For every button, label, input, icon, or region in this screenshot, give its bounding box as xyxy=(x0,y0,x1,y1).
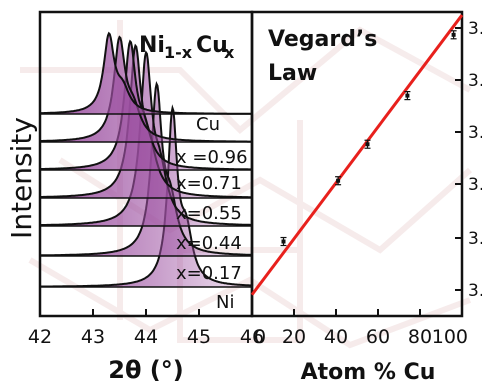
vegard-title-line-2: Law xyxy=(268,61,317,86)
vegard-data-point xyxy=(450,30,457,40)
xrd-y-axis-label: Intensity xyxy=(5,117,38,239)
xrd-x-tick-label: 42 xyxy=(28,326,52,348)
xrd-series-label: x =0.96 xyxy=(176,147,248,168)
xrd-x-tick-label: 46 xyxy=(240,326,264,348)
vegard-points xyxy=(280,30,457,247)
vegard-data-point xyxy=(364,139,371,149)
vegard-data-point xyxy=(280,236,287,247)
xrd-peak-line xyxy=(39,39,252,171)
xrd-series-label: x=0.44 xyxy=(176,233,242,254)
xrd-title-mid: Cu xyxy=(196,33,228,58)
watermark xyxy=(20,20,472,349)
xrd-chart: 42 43 44 45 46 Ni x=0.17 x=0.44 x=0.55 x=0.71 x =… xyxy=(5,10,264,384)
vegard-title-line-1: Vegard’s xyxy=(268,27,377,52)
xrd-series-label: x=0.55 xyxy=(176,203,242,224)
xrd-peak-line xyxy=(40,50,252,227)
vegard-x-tick-label: 100 xyxy=(432,326,468,348)
vegard-x-tick-label: 80 xyxy=(408,326,432,348)
xrd-series-label: x=0.71 xyxy=(176,173,242,194)
xrd-series-label: Cu xyxy=(196,114,220,135)
xrd-title-sub1: 1-x xyxy=(164,43,193,62)
vegard-y-ticks: 3. 3. 3. 3. 3. 3. xyxy=(455,19,482,301)
xrd-series-label: Ni xyxy=(216,292,234,313)
vegard-y-tick-label: 3. xyxy=(468,19,482,39)
vegard-y-tick-label: 3. xyxy=(468,175,482,195)
vegard-data-point xyxy=(404,90,411,101)
xrd-title-sub2: x xyxy=(224,43,235,62)
xrd-peak-fill xyxy=(40,41,252,171)
vegard-y-tick-label: 3. xyxy=(468,229,482,249)
vegard-data-point xyxy=(335,176,342,186)
vegard-x-tick-label: 60 xyxy=(366,326,390,348)
vegard-fit-layer xyxy=(250,14,464,296)
xrd-x-tick-label: 43 xyxy=(81,326,105,348)
xrd-series-label: x=0.17 xyxy=(176,263,242,284)
vegard-y-tick-label: 3. xyxy=(468,123,482,143)
vegard-x-ticks: 0 20 40 60 80 100 xyxy=(251,309,468,348)
vegard-x-tick-label: 40 xyxy=(324,326,348,348)
vegard-fit-line xyxy=(250,14,464,296)
vegard-x-tick-label: 20 xyxy=(282,326,306,348)
vegard-plot-frame xyxy=(250,10,464,318)
xrd-x-tick-label: 44 xyxy=(134,326,158,348)
xrd-x-ticks: 42 43 44 45 46 xyxy=(28,309,264,348)
xrd-title-base: Ni xyxy=(139,33,165,58)
vegard-y-tick-label: 3. xyxy=(468,71,482,91)
xrd-x-tick-label: 45 xyxy=(187,326,211,348)
xrd-series-labels: Ni x=0.17 x=0.44 x=0.55 x=0.71 x =0.96 Cu xyxy=(176,114,248,313)
xrd-x-axis-label: 2θ (°) xyxy=(108,356,183,384)
vegard-x-tick-label: 0 xyxy=(254,326,266,348)
vegard-x-axis-label: Atom % Cu xyxy=(301,360,436,385)
xrd-peaks xyxy=(39,31,253,288)
vegard-y-tick-label: 3. xyxy=(468,281,482,301)
